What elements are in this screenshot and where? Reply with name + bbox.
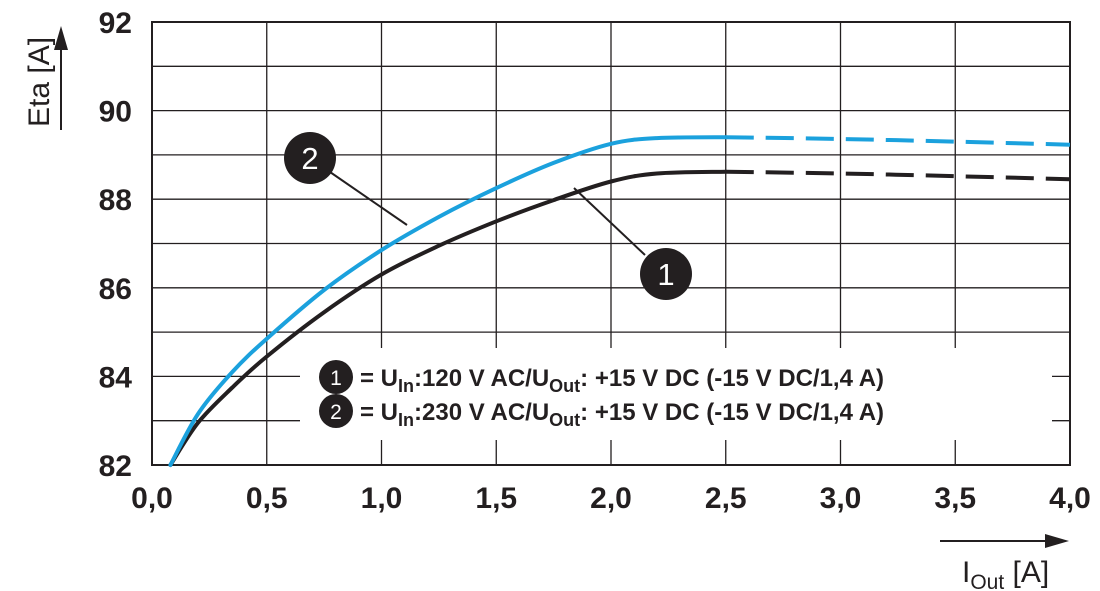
y-axis-label: Eta [A] xyxy=(23,37,56,127)
x-tick-label: 3,5 xyxy=(934,482,976,515)
legend-item-2: 2 = UIn:230 V AC/UOut: +15 V DC (-15 V D… xyxy=(319,394,884,430)
x-tick-label: 0,0 xyxy=(131,482,173,515)
x-tick-label: 1,5 xyxy=(475,482,517,515)
x-tick-label: 2,0 xyxy=(590,482,632,515)
y-tick-label: 82 xyxy=(99,450,132,483)
series-2-line-dashed xyxy=(725,135,1071,147)
y-tick-label: 90 xyxy=(99,96,132,129)
series-callouts: 2 1 xyxy=(284,132,692,300)
svg-text:1: 1 xyxy=(330,367,342,390)
legend-item-1: 1 = UIn:120 V AC/UOut: +15 V DC (-15 V D… xyxy=(319,360,884,396)
legend-background xyxy=(300,348,1052,440)
callout-marker-1: 1 xyxy=(640,248,692,300)
x-axis-arrow-head xyxy=(1045,534,1069,548)
svg-text:1: 1 xyxy=(657,257,674,292)
legend: 1 = UIn:120 V AC/UOut: +15 V DC (-15 V D… xyxy=(300,348,1052,440)
x-axis-title: IOut [A] xyxy=(940,534,1069,591)
callout-marker-2: 2 xyxy=(284,132,336,184)
x-tick-label: 3,0 xyxy=(820,482,862,515)
x-tick-label: 4,0 xyxy=(1049,482,1091,515)
series-1-line-dashed xyxy=(725,169,1071,182)
y-tick-label: 86 xyxy=(99,273,132,306)
svg-text:2: 2 xyxy=(301,141,318,176)
y-tick-label: 92 xyxy=(99,7,132,40)
plot-frame xyxy=(151,21,1071,466)
y-tick-labels: 82 84 86 88 90 92 xyxy=(99,7,133,483)
y-tick-label: 88 xyxy=(99,184,132,217)
callout-leader-2 xyxy=(329,171,408,226)
x-tick-labels: 0,0 0,5 1,0 1,5 2,0 2,5 3,0 3,5 4,0 xyxy=(131,482,1091,515)
svg-text:2: 2 xyxy=(330,401,342,424)
y-axis-arrow-head xyxy=(54,26,68,50)
x-tick-label: 0,5 xyxy=(246,482,288,515)
series-2-line-solid xyxy=(168,135,728,467)
svg-text:= UIn:120 V AC/UOut: +15 V DC: = UIn:120 V AC/UOut: +15 V DC (-15 V DC/… xyxy=(360,365,884,396)
callout-leader-1 xyxy=(573,187,646,256)
x-tick-label: 1,0 xyxy=(361,482,403,515)
series-1-line-solid xyxy=(168,169,728,467)
x-tick-label: 2,5 xyxy=(705,482,747,515)
y-tick-label: 84 xyxy=(99,361,133,394)
y-axis-title: Eta [A] xyxy=(23,26,68,130)
series-lines xyxy=(168,135,1071,467)
svg-text:= UIn:230 V AC/UOut: +15 V DC: = UIn:230 V AC/UOut: +15 V DC (-15 V DC/… xyxy=(360,399,884,430)
x-axis-label: IOut [A] xyxy=(962,556,1049,591)
